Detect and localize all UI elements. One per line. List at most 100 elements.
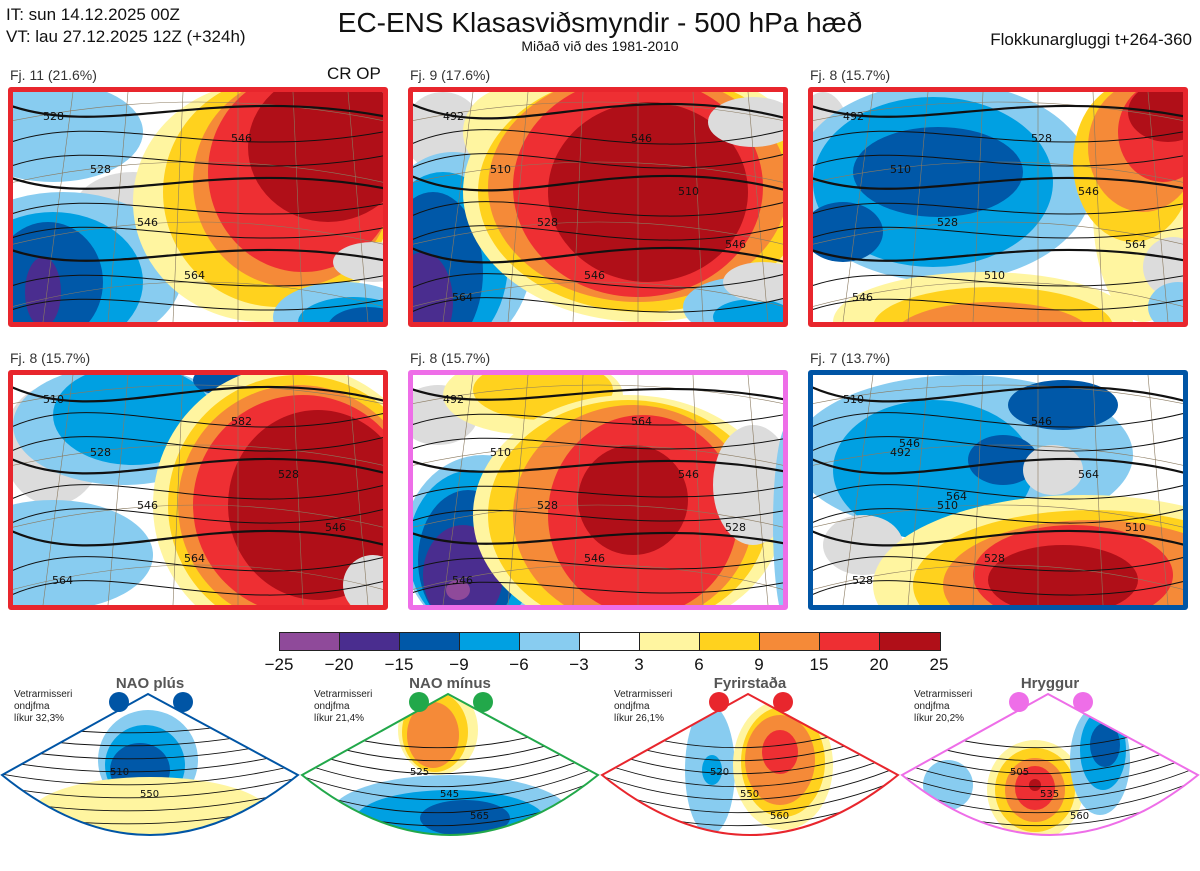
colorbar-tick: 25 <box>929 655 949 674</box>
contour-label: 564 <box>1125 238 1146 251</box>
contour-label: 510 <box>678 185 699 198</box>
cluster-map[interactable]: 510 492 510 528 546 564 510 528 546 564 <box>808 370 1188 610</box>
colorbar-tick: −9 <box>449 655 469 674</box>
contour-label: 546 <box>678 468 699 481</box>
contour-label: 510 <box>1125 521 1146 534</box>
regime-border <box>0 692 300 836</box>
anomaly-region <box>548 102 748 282</box>
graticule-line <box>413 221 783 245</box>
height-contour <box>413 129 783 145</box>
cluster-map[interactable]: 528 528 546 564 546 <box>8 87 388 327</box>
contour-label: 560 <box>770 811 789 822</box>
colorbar-swatch <box>760 633 820 650</box>
contour-label: 528 <box>537 499 558 512</box>
height-contour <box>813 529 1183 547</box>
contour-label: 546 <box>137 216 158 229</box>
graticule-line <box>1092 92 1104 322</box>
colorbar-tick: −25 <box>264 655 294 674</box>
anomaly-region <box>762 730 798 774</box>
graticule-line <box>813 384 1183 404</box>
anomaly-region <box>813 202 883 262</box>
contour-label: 564 <box>946 490 967 503</box>
anomaly-region <box>988 545 1138 605</box>
anomaly-region <box>702 755 722 785</box>
regime-ridge: 505 535 560 Hryggur Vetrarmisseri ondjfma líku… <box>900 670 1200 870</box>
colorbar-tick: −20 <box>324 655 354 674</box>
graticule-line <box>172 92 184 322</box>
height-contour <box>413 387 783 401</box>
colorbar-swatch <box>400 633 460 650</box>
regime-description: Vetrarmisseri ondjfma líkur 32,3% <box>14 689 72 725</box>
control-run-label: CR OP <box>327 64 381 83</box>
graticule-line <box>413 281 783 307</box>
colorbar-tick: 15 <box>809 655 829 674</box>
cluster-map[interactable]: 510 528 546 564 582 528 546 564 <box>8 370 388 610</box>
contour-label: 546 <box>584 269 605 282</box>
regime-line2: ondjfma <box>314 701 350 712</box>
height-contour <box>413 174 783 192</box>
height-contour <box>902 748 1198 788</box>
cluster-map[interactable]: 492 510 528 546 546 510 546 564 <box>408 87 788 327</box>
graticule-line <box>747 92 769 322</box>
graticule-line <box>813 161 1183 183</box>
run-times: IT: sun 14.12.2025 00Z VT: lau 27.12.202… <box>6 4 246 48</box>
regime-marker-icon <box>1009 692 1029 712</box>
anomaly-region <box>329 307 383 322</box>
graticule-line <box>813 221 1183 245</box>
graticule-line <box>413 384 783 404</box>
height-contour <box>813 202 1183 215</box>
contour-label: 564 <box>184 269 205 282</box>
anomaly-region <box>773 430 783 605</box>
anomaly-region <box>1023 445 1083 495</box>
colorbar-swatch <box>640 633 700 650</box>
contour-label: 560 <box>1070 811 1089 822</box>
graticule-line <box>13 444 383 466</box>
anomaly-region <box>713 425 783 545</box>
anomaly-region <box>343 555 383 605</box>
contour-label: 510 <box>490 163 511 176</box>
graticule-line <box>572 375 584 605</box>
contour-label: 505 <box>1010 767 1029 778</box>
colorbar-tick: −3 <box>569 655 589 674</box>
contour-label: 546 <box>725 238 746 251</box>
anomaly-region <box>413 252 453 322</box>
contour-label: 582 <box>231 415 252 428</box>
regime-line2: ondjfma <box>614 701 650 712</box>
regime-line2: ondjfma <box>14 701 50 712</box>
regime-marker-icon <box>109 692 129 712</box>
contour-label: 546 <box>631 132 652 145</box>
cluster-label: Fj. 8 (15.7%) <box>10 350 91 366</box>
regime-title: Fyrirstaða <box>713 675 787 692</box>
height-contour <box>413 413 783 426</box>
height-contour <box>413 201 783 217</box>
graticule-line <box>813 101 1183 121</box>
contour-label: 564 <box>1078 468 1099 481</box>
height-contour <box>413 437 783 450</box>
contour-label: 528 <box>90 446 111 459</box>
contour-label: 510 <box>890 163 911 176</box>
init-time: IT: sun 14.12.2025 00Z <box>6 5 180 24</box>
cluster-map[interactable]: 492 510 528 510 528 546 564 546 <box>808 87 1188 327</box>
contour-label: 528 <box>725 521 746 534</box>
graticule-line <box>13 504 383 528</box>
colorbar-swatch <box>580 633 640 650</box>
graticule-line <box>413 504 783 528</box>
contour-label: 546 <box>452 574 473 587</box>
graticule-line <box>1147 92 1169 322</box>
height-contour <box>413 225 783 241</box>
contour-label: 565 <box>470 811 489 822</box>
regime-nao-minus: 525 545 565 NAO mínus Vetrarmisseri ondjfma lí… <box>300 670 600 870</box>
graticule-line <box>292 375 304 605</box>
graticule-line <box>13 384 383 404</box>
cluster-map[interactable]: 492 510 528 546 564 546 528 546 <box>408 370 788 610</box>
height-contour <box>413 273 783 289</box>
regime-line1: Vetrarmisseri <box>914 689 973 700</box>
graticule-line <box>1092 375 1104 605</box>
graticule-line <box>907 92 929 322</box>
height-contour <box>302 748 598 788</box>
anomaly-region <box>923 760 973 810</box>
graticule-line <box>42 92 74 322</box>
height-contour <box>13 274 383 287</box>
colorbar-tick: −15 <box>384 655 414 674</box>
height-contour <box>413 297 783 313</box>
